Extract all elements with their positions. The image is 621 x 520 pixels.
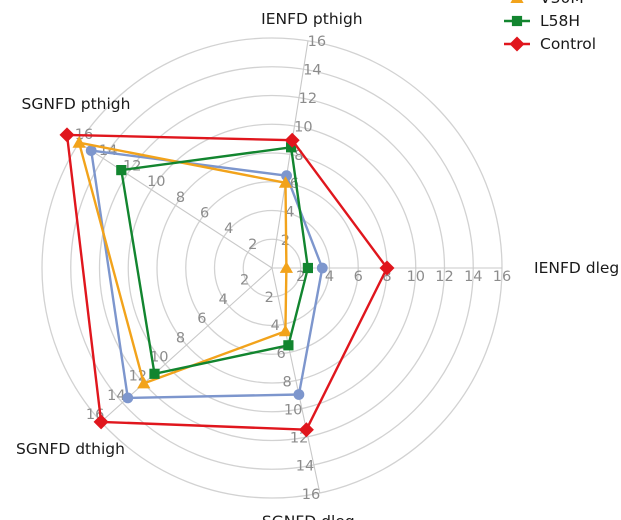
tick-label: 12 xyxy=(123,159,141,175)
data-point xyxy=(510,0,524,3)
tick-label: 10 xyxy=(284,403,302,419)
data-point xyxy=(72,136,86,148)
data-point xyxy=(293,389,305,400)
tick-label: 14 xyxy=(464,269,482,285)
tick-label: 16 xyxy=(302,487,320,503)
series-line xyxy=(120,146,310,375)
tick-label: 2 xyxy=(248,237,257,253)
tick-label: 2 xyxy=(296,269,305,285)
data-point xyxy=(316,262,328,274)
data-point xyxy=(379,260,395,276)
tick-label: 16 xyxy=(308,34,326,50)
tick-label: 4 xyxy=(325,269,334,285)
data-point xyxy=(281,170,292,182)
data-point xyxy=(278,176,293,188)
tick-label: 4 xyxy=(285,205,294,221)
data-point xyxy=(511,15,523,27)
tick-label: 10 xyxy=(150,350,168,366)
tick-label: 10 xyxy=(407,269,425,285)
legend-label: Control xyxy=(540,35,596,53)
series-l58h xyxy=(116,142,313,379)
tick-label: 6 xyxy=(197,311,206,327)
series-control xyxy=(59,127,395,438)
tick-label: 8 xyxy=(294,148,303,164)
series-layer xyxy=(59,127,395,438)
tick-label: 2 xyxy=(265,290,274,306)
tick-label: 2 xyxy=(240,273,249,289)
tick-label: 16 xyxy=(493,269,511,285)
legend: V30M L58H Control xyxy=(504,0,596,53)
axis-titles: IENFD dleg SGNFD dleg SGNFD dthigh SGNFD pt… xyxy=(16,10,619,520)
legend-label: V30M xyxy=(540,0,584,7)
tick-label: 14 xyxy=(303,63,321,79)
tick-label: 14 xyxy=(107,388,125,404)
legend-item: V30M xyxy=(510,0,584,7)
series-unnamed xyxy=(85,145,328,404)
data-point xyxy=(93,414,109,430)
tick-label: 6 xyxy=(200,206,209,222)
spoke-line xyxy=(271,40,309,269)
axis-title: IENFD dleg xyxy=(534,259,619,277)
axis-title: SGNFD pthigh xyxy=(22,95,131,113)
series-line xyxy=(89,149,324,400)
spoke-line xyxy=(78,142,273,269)
data-point xyxy=(116,165,127,176)
series-line xyxy=(65,133,389,431)
data-point xyxy=(59,127,75,143)
axis-title: IENFD pthigh xyxy=(261,10,362,28)
tick-label: 4 xyxy=(219,292,228,308)
tick-label: 8 xyxy=(176,330,185,346)
tick-label: 14 xyxy=(296,459,314,475)
tick-label: 8 xyxy=(176,190,185,206)
data-point xyxy=(286,142,297,153)
tick-label: 10 xyxy=(294,119,312,135)
data-point xyxy=(302,262,313,274)
series-line xyxy=(77,141,288,385)
axis-title: SGNFD dthigh xyxy=(16,440,125,458)
legend-label: L58H xyxy=(540,12,580,30)
tick-label: 8 xyxy=(382,269,391,285)
data-point xyxy=(283,340,294,351)
data-point xyxy=(298,422,314,438)
tick-label: 4 xyxy=(271,318,280,334)
data-point xyxy=(284,132,300,148)
axis-title: SGNFD dleg xyxy=(262,513,355,520)
tick-label: 10 xyxy=(147,174,165,190)
series-v30m xyxy=(72,136,293,389)
data-point xyxy=(137,376,151,389)
data-point xyxy=(278,324,292,337)
data-point xyxy=(509,36,525,52)
tick-label: 12 xyxy=(290,431,308,447)
tick-label: 6 xyxy=(276,346,285,362)
data-point xyxy=(279,261,293,273)
tick-label: 8 xyxy=(282,374,291,390)
legend-item: L58H xyxy=(504,12,580,30)
legend-item: Control xyxy=(504,35,596,53)
data-point xyxy=(122,392,134,404)
tick-label: 4 xyxy=(224,221,233,237)
data-point xyxy=(149,368,160,379)
tick-label: 6 xyxy=(354,269,363,285)
tick-label: 12 xyxy=(435,269,453,285)
tick-label: 12 xyxy=(299,91,317,107)
tick-label: 6 xyxy=(290,176,299,192)
spoke-line xyxy=(271,267,321,494)
data-point xyxy=(85,145,97,157)
